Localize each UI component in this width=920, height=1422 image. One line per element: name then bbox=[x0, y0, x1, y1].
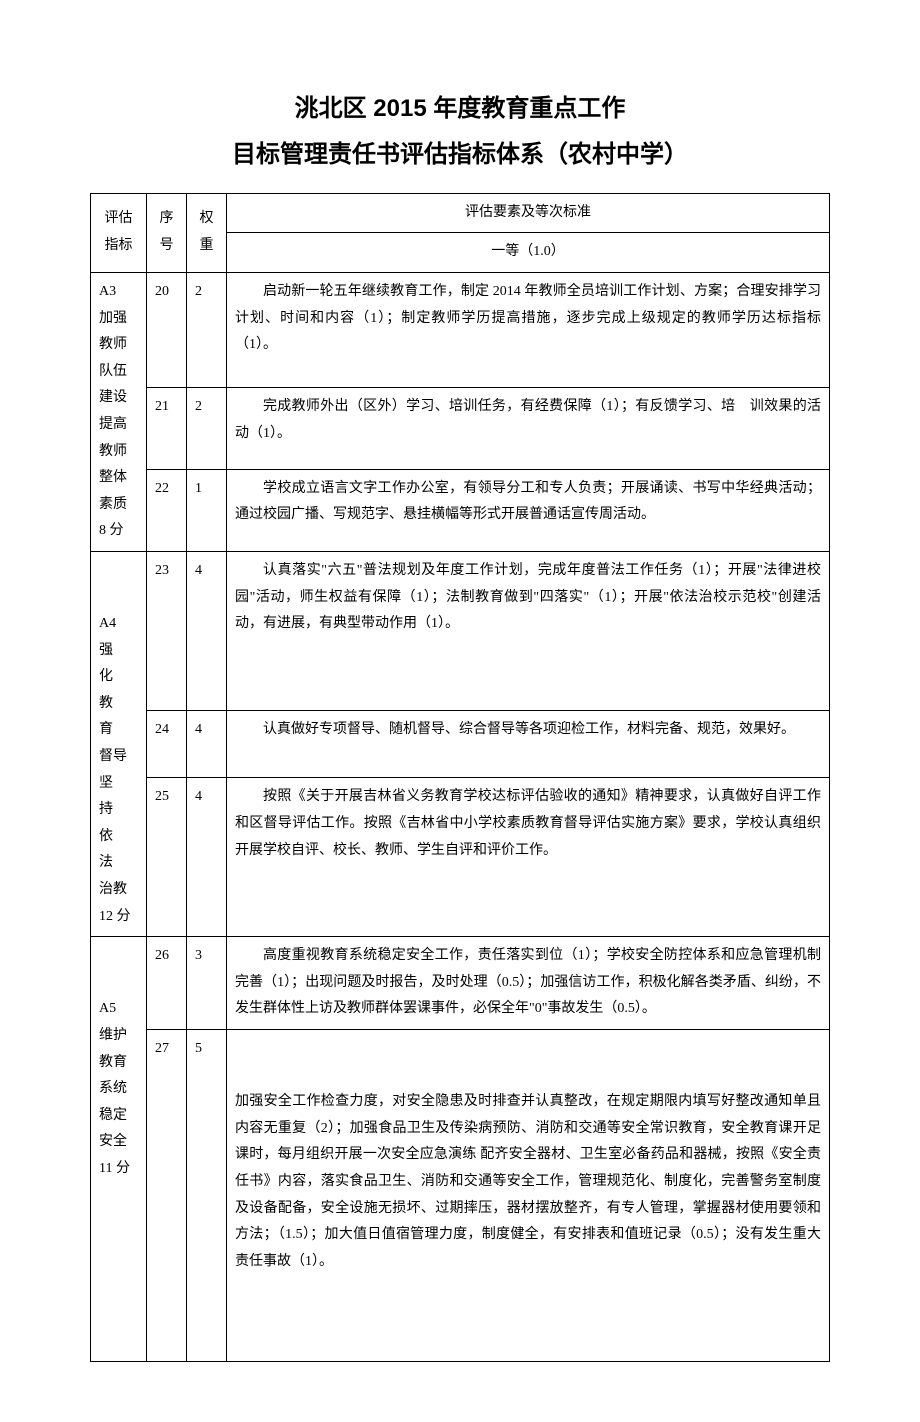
weight-cell: 1 bbox=[187, 469, 227, 551]
weight-cell: 4 bbox=[187, 778, 227, 937]
weight-cell: 3 bbox=[187, 937, 227, 1030]
table-row: 27 5 加强安全工作检查力度，对安全隐患及时排查并认真整改，在规定期限内填写好… bbox=[91, 1030, 830, 1362]
seq-cell: 23 bbox=[147, 551, 187, 710]
content-cell: 加强安全工作检查力度，对安全隐患及时排查并认真整改，在规定期限内填写好整改通知单… bbox=[227, 1030, 830, 1362]
table-row: A4强 化教 育督导坚 持依 法治教12 分 23 4 认真落实"六五"普法规划… bbox=[91, 551, 830, 710]
seq-cell: 27 bbox=[147, 1030, 187, 1362]
table-row: A3加强教师队伍建设提高教师整体素质8 分 20 2 启动新一轮五年继续教育工作… bbox=[91, 272, 830, 387]
header-criteria: 评估要素及等次标准 bbox=[227, 193, 830, 233]
content-cell: 认真做好专项督导、随机督导、综合督导等各项迎检工作，材料完备、规范，效果好。 bbox=[227, 710, 830, 778]
weight-cell: 5 bbox=[187, 1030, 227, 1362]
table-row: A5维护教育系统稳定安全11 分 26 3 高度重视教育系统稳定安全工作，责任落… bbox=[91, 937, 830, 1030]
table-row: 25 4 按照《关于开展吉林省义务教育学校达标评估验收的通知》精神要求，认真做好… bbox=[91, 778, 830, 937]
seq-cell: 25 bbox=[147, 778, 187, 937]
content-cell: 认真落实"六五"普法规划及年度工作计划，完成年度普法工作任务（1）；开展"法律进… bbox=[227, 551, 830, 710]
table-row: 21 2 完成教师外出（区外）学习、培训任务，有经费保障（1）；有反馈学习、培 … bbox=[91, 387, 830, 469]
page-title-line-2: 目标管理责任书评估指标体系（农村中学） bbox=[90, 136, 830, 174]
category-a4: A4强 化教 育督导坚 持依 法治教12 分 bbox=[91, 551, 147, 936]
document-page: 洮北区 2015 年度教育重点工作 目标管理责任书评估指标体系（农村中学） 评估… bbox=[0, 0, 920, 1422]
category-a5: A5维护教育系统稳定安全11 分 bbox=[91, 937, 147, 1362]
header-weight: 权重 bbox=[187, 193, 227, 272]
content-cell: 学校成立语言文字工作办公室，有领导分工和专人负责；开展诵读、书写中华经典活动；通… bbox=[227, 469, 830, 551]
table-header-row-1: 评估指标 序号 权重 评估要素及等次标准 bbox=[91, 193, 830, 233]
content-cell: 按照《关于开展吉林省义务教育学校达标评估验收的通知》精神要求，认真做好自评工作和… bbox=[227, 778, 830, 937]
content-cell: 高度重视教育系统稳定安全工作，责任落实到位（1）；学校安全防控体系和应急管理机制… bbox=[227, 937, 830, 1030]
category-a3: A3加强教师队伍建设提高教师整体素质8 分 bbox=[91, 272, 147, 551]
weight-cell: 4 bbox=[187, 551, 227, 710]
weight-cell: 4 bbox=[187, 710, 227, 778]
header-grade: 一等（1.0） bbox=[227, 233, 830, 273]
seq-cell: 24 bbox=[147, 710, 187, 778]
page-title-line-1: 洮北区 2015 年度教育重点工作 bbox=[90, 90, 830, 128]
header-seq: 序号 bbox=[147, 193, 187, 272]
seq-cell: 22 bbox=[147, 469, 187, 551]
weight-cell: 2 bbox=[187, 272, 227, 387]
evaluation-table: 评估指标 序号 权重 评估要素及等次标准 一等（1.0） A3加强教师队伍建设提… bbox=[90, 193, 830, 1362]
content-cell: 完成教师外出（区外）学习、培训任务，有经费保障（1）；有反馈学习、培 训效果的活… bbox=[227, 387, 830, 469]
table-row: 24 4 认真做好专项督导、随机督导、综合督导等各项迎检工作，材料完备、规范，效… bbox=[91, 710, 830, 778]
seq-cell: 21 bbox=[147, 387, 187, 469]
header-metric: 评估指标 bbox=[91, 193, 147, 272]
content-cell: 启动新一轮五年继续教育工作，制定 2014 年教师全员培训工作计划、方案；合理安… bbox=[227, 272, 830, 387]
table-row: 22 1 学校成立语言文字工作办公室，有领导分工和专人负责；开展诵读、书写中华经… bbox=[91, 469, 830, 551]
weight-cell: 2 bbox=[187, 387, 227, 469]
seq-cell: 26 bbox=[147, 937, 187, 1030]
seq-cell: 20 bbox=[147, 272, 187, 387]
